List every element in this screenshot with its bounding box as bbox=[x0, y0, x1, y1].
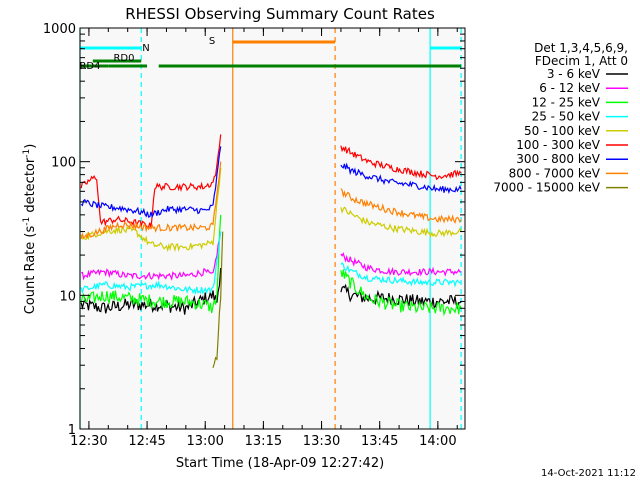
series-line-after-1 bbox=[340, 252, 462, 277]
timestamp: 14-Oct-2021 11:12 bbox=[541, 468, 636, 479]
legend-label-2: 12 - 25 keV bbox=[532, 95, 601, 109]
legend-label-4: 50 - 100 keV bbox=[524, 124, 601, 138]
series-line-before-1 bbox=[80, 231, 222, 281]
series-line-before-2 bbox=[80, 214, 222, 314]
series-line-after-3 bbox=[340, 262, 462, 288]
y-tick-label-3: 1000 bbox=[43, 22, 76, 37]
x-tick-label-6: 14:00 bbox=[419, 434, 456, 449]
series-7 bbox=[80, 161, 462, 240]
legend-label-7: 800 - 7000 keV bbox=[509, 166, 601, 180]
legend-label-1: 6 - 12 keV bbox=[539, 81, 601, 95]
y-tick-label-1: 10 bbox=[59, 289, 76, 304]
series-line-after-0 bbox=[340, 283, 462, 310]
x-tick-label-4: 13:30 bbox=[303, 434, 340, 449]
series-1 bbox=[80, 231, 462, 281]
x-tick-label-1: 12:45 bbox=[128, 434, 165, 449]
legend-header-0: Det 1,3,4,5,6,9, bbox=[534, 41, 628, 55]
legend-label-3: 25 - 50 keV bbox=[532, 110, 601, 124]
x-tick-label-5: 13:45 bbox=[361, 434, 398, 449]
series-line-after-6 bbox=[340, 162, 462, 195]
series-line-after-5 bbox=[340, 145, 462, 181]
series-line-before-8 bbox=[212, 231, 224, 368]
series-line-before-7 bbox=[80, 161, 222, 240]
series-8 bbox=[212, 231, 224, 368]
axes: 12:30 12:45 13:00 13:15 13:30 13:45 14:00 1 10 10… bbox=[43, 22, 465, 449]
series-line-before-4 bbox=[80, 167, 222, 253]
legend-label-6: 300 - 800 keV bbox=[516, 152, 600, 166]
y-tick-label-0: 1 bbox=[68, 423, 76, 438]
series-5 bbox=[80, 134, 462, 229]
y-tick-label-2: 100 bbox=[51, 156, 76, 171]
flag-label-rd4: RD4 bbox=[79, 61, 100, 72]
x-tick-label-2: 13:00 bbox=[186, 434, 223, 449]
series-line-after-2 bbox=[340, 269, 462, 317]
legend-header-1: FDecim 1, Att 0 bbox=[535, 54, 628, 68]
series-line-before-5 bbox=[80, 134, 222, 229]
series-6 bbox=[80, 146, 462, 219]
annotation-layer: N S RD0 RD4 bbox=[79, 28, 462, 429]
y-axis-label: Count Rate (s-1 detector-1) bbox=[22, 144, 38, 315]
plot-area-background bbox=[80, 28, 465, 429]
flag-label-n: N bbox=[142, 43, 149, 54]
legend-label-0: 3 - 6 keV bbox=[547, 67, 601, 81]
chart-title: RHESSI Observing Summary Count Rates bbox=[125, 5, 435, 23]
series-2 bbox=[80, 214, 462, 317]
series-line-after-7 bbox=[340, 188, 462, 225]
legend-label-8: 7000 - 15000 keV bbox=[493, 181, 600, 195]
plot-frame bbox=[79, 27, 466, 430]
series-line-before-3 bbox=[80, 231, 222, 296]
series-3 bbox=[80, 231, 462, 296]
flag-label-rd0: RD0 bbox=[113, 53, 134, 64]
x-tick-label-0: 12:30 bbox=[70, 434, 107, 449]
series-layer bbox=[80, 134, 462, 368]
x-axis-label: Start Time (18-Apr-09 12:27:42) bbox=[176, 456, 384, 471]
flag-label-s: S bbox=[209, 36, 215, 47]
legend-label-5: 100 - 300 keV bbox=[516, 138, 600, 152]
series-line-before-6 bbox=[80, 146, 222, 219]
legend: Det 1,3,4,5,6,9,FDecim 1, Att 03 - 6 keV… bbox=[493, 41, 628, 195]
series-4 bbox=[80, 167, 462, 253]
series-line-after-4 bbox=[340, 206, 462, 238]
x-tick-label-3: 13:15 bbox=[245, 434, 282, 449]
